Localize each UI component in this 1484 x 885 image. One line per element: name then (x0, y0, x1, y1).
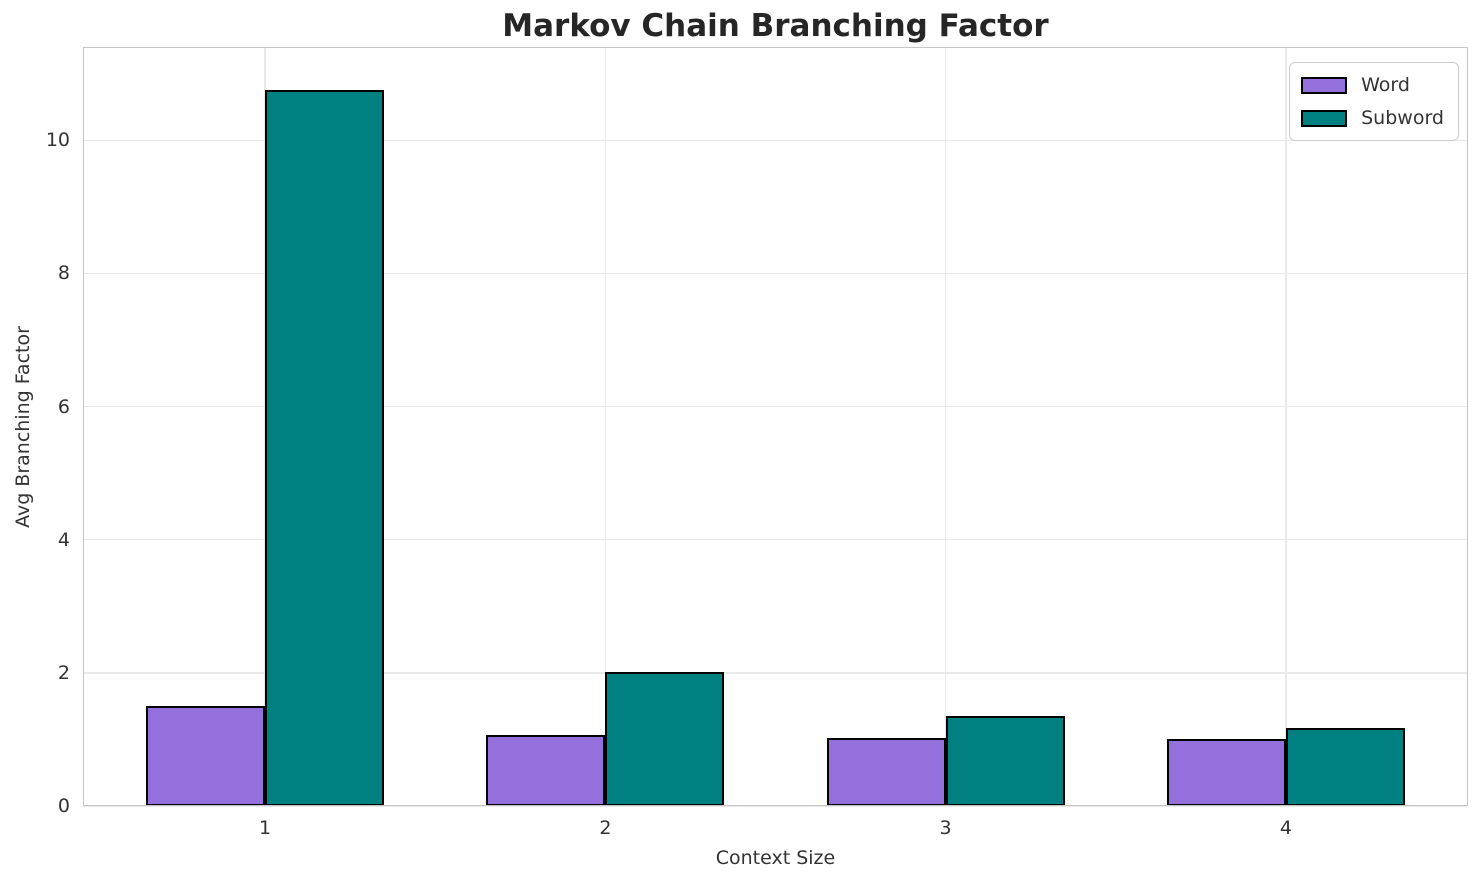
gridline-horizontal (83, 405, 1468, 408)
gridline-vertical (944, 47, 947, 806)
x-tick-label: 4 (1279, 817, 1292, 839)
legend-swatch-word (1301, 76, 1348, 94)
bar-subword-ctx4 (1285, 728, 1405, 806)
gridline-vertical (264, 47, 266, 806)
y-tick-label: 4 (57, 528, 70, 551)
x-axis-label: Context Size (715, 847, 836, 869)
legend-label-subword: Subword (1361, 107, 1444, 129)
legend: Word Subword (1289, 62, 1459, 141)
plot-area: Word Subword (83, 47, 1468, 807)
gridline-horizontal (83, 139, 1468, 141)
chart-title: Markov Chain Branching Factor (502, 8, 1049, 44)
x-tick-label: 3 (939, 817, 952, 839)
legend-label-word: Word (1361, 74, 1410, 96)
gridline-vertical (1285, 47, 1287, 806)
gridline-vertical (604, 47, 607, 806)
gridline-horizontal (83, 672, 1468, 674)
y-axis-label: Avg Branching Factor (12, 326, 34, 528)
legend-swatch-subword (1301, 109, 1348, 127)
legend-item-subword: Subword (1301, 106, 1444, 130)
bar-subword-ctx1 (265, 89, 385, 806)
gridline-horizontal (83, 272, 1468, 275)
bar-word-ctx3 (826, 738, 946, 806)
bar-word-ctx2 (486, 734, 606, 806)
legend-item-word: Word (1301, 73, 1444, 97)
y-tick-label: 6 (57, 395, 70, 418)
bar-word-ctx1 (146, 705, 266, 806)
x-tick-label: 2 (599, 817, 612, 839)
x-tick-label: 1 (259, 817, 272, 839)
gridline-horizontal (83, 539, 1468, 541)
y-tick-label: 10 (45, 129, 70, 152)
y-tick-label: 2 (57, 661, 70, 684)
y-tick-label: 8 (57, 262, 70, 285)
y-tick-label: 0 (57, 795, 70, 817)
bar-word-ctx4 (1166, 739, 1286, 806)
bar-subword-ctx2 (605, 671, 725, 806)
bar-subword-ctx3 (945, 715, 1065, 806)
